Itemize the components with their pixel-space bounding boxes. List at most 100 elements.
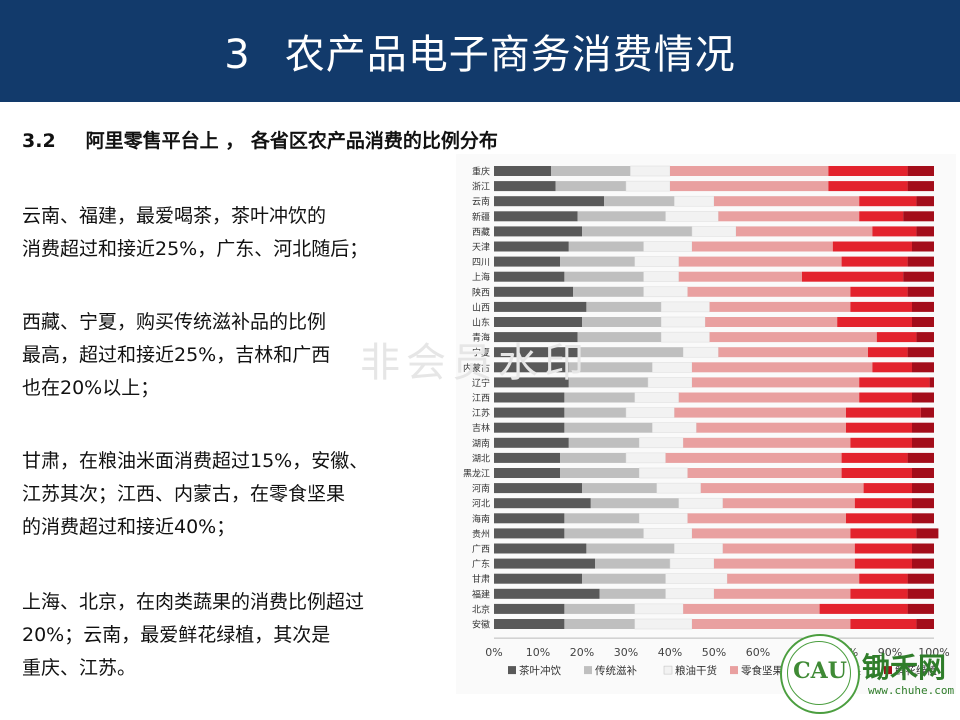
category-label: 安徽 xyxy=(472,619,490,631)
subtitle-text: 阿里零售平台上 ， 各省区农产品消费的比例分布 xyxy=(85,130,498,152)
bar-segment-5 xyxy=(916,332,934,343)
bar-segment-3 xyxy=(678,392,860,403)
legend-label: 传统滋补 xyxy=(595,664,637,677)
bar-segment-2 xyxy=(660,316,706,328)
paragraph-line: 的消费超过和接近40%； xyxy=(22,516,236,538)
bar-segment-0 xyxy=(494,332,578,343)
category-label: 北京 xyxy=(472,603,490,615)
category-label: 四川 xyxy=(472,258,490,268)
bar-segment-2 xyxy=(634,392,680,403)
bar-segment-3 xyxy=(687,468,842,478)
bar-segment-3 xyxy=(714,196,860,207)
bar-segment-2 xyxy=(625,407,675,418)
legend-swatch xyxy=(584,666,592,675)
bar-segment-4 xyxy=(819,603,908,614)
bar-segment-3 xyxy=(722,498,855,509)
bar-segment-2 xyxy=(638,467,688,479)
logo-mark: CAU xyxy=(793,658,847,684)
bar-segment-0 xyxy=(494,513,565,524)
bar-segment-3 xyxy=(722,543,855,554)
bar-segment-3 xyxy=(692,528,851,539)
category-label: 西藏 xyxy=(472,226,490,238)
paragraph-line: 西藏、宁夏，购买传统滋补品的比例 xyxy=(22,311,327,333)
bar-segment-1 xyxy=(573,286,644,297)
bar-segment-4 xyxy=(841,452,908,463)
legend-label: 粮油干货 xyxy=(675,664,717,677)
bar-segment-5 xyxy=(912,422,934,433)
bar-segment-5 xyxy=(907,166,934,176)
category-label: 福建 xyxy=(472,588,490,600)
bar-segment-0 xyxy=(494,181,556,192)
bar-segment-0 xyxy=(494,573,582,584)
bar-segment-3 xyxy=(736,226,873,237)
bar-segment-5 xyxy=(916,226,934,237)
bar-segment-3 xyxy=(714,588,851,599)
category-label: 河南 xyxy=(472,483,490,495)
chuhe-logo: CAU 锄禾网 www.chuhe.com xyxy=(780,634,958,716)
bar-segment-5 xyxy=(912,317,934,327)
slide-title: 3 农产品电子商务消费情况 xyxy=(0,22,960,80)
category-label: 辽宁 xyxy=(472,377,490,389)
bar-segment-3 xyxy=(709,301,851,312)
category-label: 甘肃 xyxy=(472,573,490,585)
x-tick-label: 90% xyxy=(878,646,902,659)
bar-segment-0 xyxy=(494,528,565,539)
x-tick-label: 10% xyxy=(526,646,550,659)
paragraph-tea: 云南、福建，最爱喝茶，茶叶冲饮的 消费超过和接近25%，广东、河北随后； xyxy=(22,200,462,266)
bar-segment-5 xyxy=(916,196,934,207)
paragraph-line: 重庆、江苏。 xyxy=(22,657,137,679)
bar-segment-2 xyxy=(656,482,702,494)
bar-segment-5 xyxy=(912,468,934,478)
bar-segment-3 xyxy=(665,452,842,463)
bar-segment-1 xyxy=(586,301,662,312)
bar-segment-2 xyxy=(660,301,710,313)
bar-segment-0 xyxy=(494,468,560,478)
bar-segment-4 xyxy=(841,468,912,478)
bar-segment-5 xyxy=(929,377,934,388)
bar-segment-2 xyxy=(669,558,715,569)
bar-segment-3 xyxy=(718,211,860,222)
legend-swatch xyxy=(884,666,892,675)
bar-segment-4 xyxy=(846,422,912,433)
bar-segment-0 xyxy=(494,301,587,312)
bar-segment-3 xyxy=(705,317,838,327)
bar-segment-3 xyxy=(674,407,846,418)
x-tick-label: 100% xyxy=(918,646,949,659)
bar-segment-0 xyxy=(494,543,587,554)
legend-label: 茶叶冲饮 xyxy=(519,664,561,677)
bar-segment-5 xyxy=(912,558,934,569)
category-label: 陕西 xyxy=(472,286,490,298)
bar-segment-5 xyxy=(903,271,934,282)
category-label: 贵州 xyxy=(472,528,490,540)
bar-segment-1 xyxy=(604,196,675,207)
bar-segment-1 xyxy=(560,452,626,463)
bar-segment-4 xyxy=(828,166,908,176)
category-label: 江西 xyxy=(472,393,490,404)
category-label: 江苏 xyxy=(472,407,490,419)
bar-segment-3 xyxy=(727,573,860,584)
bar-segment-0 xyxy=(494,211,578,222)
paragraph-line: 云南、福建，最爱喝茶，茶叶冲饮的 xyxy=(22,205,327,227)
bar-segment-2 xyxy=(625,452,666,464)
bar-segment-1 xyxy=(560,468,640,478)
bar-segment-4 xyxy=(859,377,930,388)
x-tick-label: 60% xyxy=(746,646,770,659)
bar-segment-5 xyxy=(916,528,939,539)
bar-segment-3 xyxy=(718,347,868,358)
bar-segment-4 xyxy=(859,211,904,222)
category-label: 内蒙古 xyxy=(463,362,490,374)
bar-segment-1 xyxy=(564,528,644,539)
bar-segment-2 xyxy=(665,588,715,600)
bar-segment-1 xyxy=(564,392,635,403)
bar-segment-5 xyxy=(920,407,934,418)
bar-segment-2 xyxy=(682,346,719,358)
bar-segment-0 xyxy=(494,196,604,207)
bar-segment-5 xyxy=(907,347,934,358)
bar-segment-0 xyxy=(494,407,565,418)
bar-segment-0 xyxy=(494,377,569,388)
bar-segment-0 xyxy=(494,392,565,403)
bar-segment-0 xyxy=(494,226,582,237)
paragraph-grain: 甘肃，在粮油米面消费超过15%，安徽、 江苏其次；江西、内蒙古，在零食坚果 的消… xyxy=(22,445,462,544)
bar-segment-2 xyxy=(652,422,697,433)
category-label: 云南 xyxy=(472,196,490,208)
